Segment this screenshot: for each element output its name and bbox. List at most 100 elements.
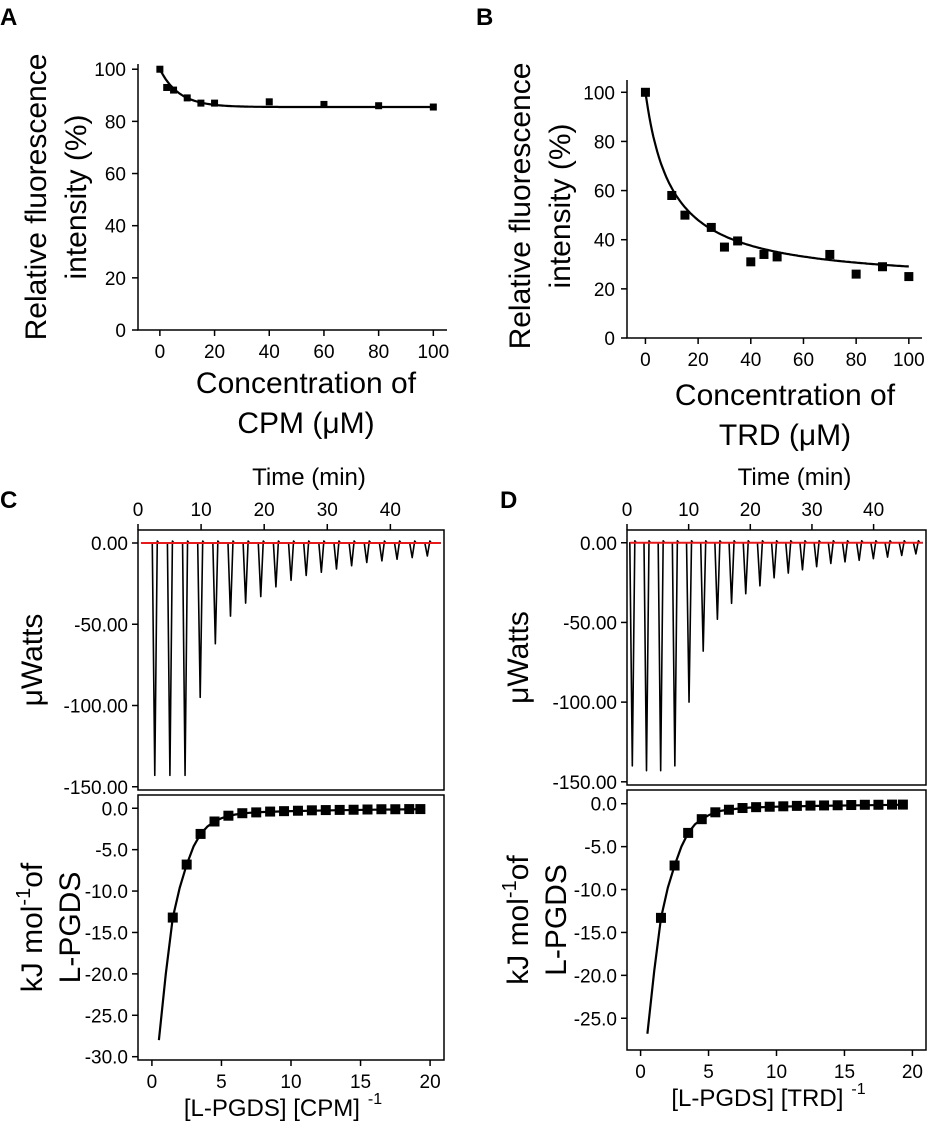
y-axis-title: intensity (%)	[60, 114, 93, 279]
binding-data-point	[859, 799, 870, 810]
time-axis-title: Time (min)	[252, 464, 366, 491]
data-point	[759, 249, 769, 259]
y-axis-title: Relative fluorescence	[20, 54, 53, 341]
time-axis-title: Time (min)	[738, 464, 852, 491]
y-tick-label: 80	[105, 112, 126, 133]
heat-axis-title-exponent: -1	[499, 880, 521, 898]
data-point	[156, 65, 164, 73]
heat-tick-label: 0.0	[102, 799, 128, 820]
data-point	[851, 269, 861, 279]
x-axis-title: CPM (μM)	[237, 407, 374, 440]
data-point	[265, 98, 273, 106]
ratio-tick-label: 5	[703, 1062, 714, 1083]
x-tick-label: 100	[893, 350, 925, 371]
heat-axis-title-line2: L-PGDS	[54, 872, 87, 984]
data-point	[719, 242, 729, 252]
ratio-axis-title-text: [L-PGDS] [TRD]	[671, 1085, 843, 1112]
binding-data-point	[279, 806, 290, 817]
power-tick-label: -50.00	[74, 615, 128, 636]
time-tick-label: 30	[801, 500, 822, 521]
data-point	[772, 252, 782, 262]
time-tick-label: 20	[254, 500, 275, 521]
y-axis-title: Relative fluorescence	[504, 63, 537, 350]
binding-data-point	[723, 804, 734, 815]
binding-data-point	[306, 805, 317, 816]
x-tick-label: 80	[368, 342, 389, 363]
binding-data-point	[223, 810, 234, 821]
panel-b: B 0 20 40 60 80 100 0 20 40 60 80 100 Concentration …	[476, 4, 925, 452]
x-tick-label: 40	[740, 350, 761, 371]
panel-c-letter: C	[0, 487, 17, 514]
x-tick-label: 20	[204, 342, 225, 363]
time-tick-label: 40	[380, 500, 401, 521]
data-point	[733, 236, 743, 246]
power-tick-label: -50.00	[563, 613, 617, 634]
data-point	[640, 87, 650, 97]
power-tick-label: -100.00	[553, 693, 617, 714]
heat-axis-title-line1: kJ mol-1of	[499, 855, 535, 985]
power-tick-label: 0.00	[91, 534, 128, 555]
data-point	[183, 94, 191, 102]
heat-tick-label: -10.0	[574, 881, 617, 902]
heat-tick-label: 0.0	[591, 795, 617, 816]
time-tick-label: 10	[678, 500, 699, 521]
y-axis-title: intensity (%)	[544, 123, 577, 288]
heat-tick-label: -5.0	[584, 838, 617, 859]
x-axis-title: Concentration of	[196, 367, 417, 400]
time-tick-label: 0	[133, 500, 144, 521]
binding-data-point	[737, 803, 748, 814]
binding-data-point	[415, 804, 426, 815]
ratio-axis-title-exponent: -1	[368, 1091, 382, 1108]
binding-data-point	[683, 827, 694, 838]
ratio-tick-label: 15	[350, 1072, 371, 1093]
binding-data-point	[897, 799, 908, 810]
heat-tick-label: -5.0	[95, 841, 128, 862]
power-axis-title: μWatts	[16, 614, 49, 707]
data-point	[680, 210, 690, 220]
panel-a-letter: A	[0, 4, 17, 31]
binding-data-point	[751, 802, 762, 813]
y-tick-label: 60	[105, 165, 126, 186]
panel-d-letter: D	[500, 487, 517, 514]
data-point	[170, 86, 178, 94]
ratio-axis-title: [L-PGDS] [TRD] -1	[671, 1081, 865, 1112]
y-tick-label: 0	[604, 329, 615, 350]
heat-tick-label: -15.0	[574, 923, 617, 944]
time-tick-label: 30	[317, 500, 338, 521]
binding-data-point	[237, 808, 248, 819]
raw-plot-frame	[137, 529, 445, 791]
binding-data-point	[669, 860, 680, 871]
x-tick-label: 0	[155, 342, 166, 363]
heat-tick-label: -20.0	[574, 966, 617, 987]
data-point	[904, 272, 914, 282]
data-point	[211, 99, 219, 107]
power-tick-label: -100.00	[64, 697, 128, 718]
binding-data-point	[292, 805, 303, 816]
ratio-tick-label: 5	[216, 1072, 227, 1093]
binding-data-point	[167, 912, 178, 923]
ratio-axis-title-exponent: -1	[851, 1081, 865, 1098]
y-tick-label: 20	[105, 269, 126, 290]
ratio-tick-label: 15	[834, 1062, 855, 1083]
data-point	[163, 83, 171, 91]
time-tick-label: 10	[191, 500, 212, 521]
y-tick-label: 40	[105, 217, 126, 238]
y-tick-label: 100	[94, 60, 126, 81]
x-tick-label: 60	[793, 350, 814, 371]
data-point	[197, 99, 205, 107]
heat-tick-label: -10.0	[85, 882, 128, 903]
data-point	[667, 190, 677, 200]
time-tick-label: 0	[622, 500, 633, 521]
binding-data-point	[778, 801, 789, 812]
binding-data-point	[334, 804, 345, 815]
ratio-tick-label: 10	[280, 1072, 301, 1093]
binding-data-point	[209, 816, 220, 827]
panel-b-letter: B	[476, 4, 493, 31]
binding-data-point	[404, 804, 415, 815]
data-point	[706, 222, 716, 232]
y-tick-label: 20	[594, 280, 615, 301]
power-tick-label: -150.00	[553, 773, 617, 794]
panel-c: C 0 10 20 30 40 Time (min) 0.00 -50.00 -100.00 -1…	[0, 464, 445, 1122]
binding-data-point	[265, 806, 276, 817]
